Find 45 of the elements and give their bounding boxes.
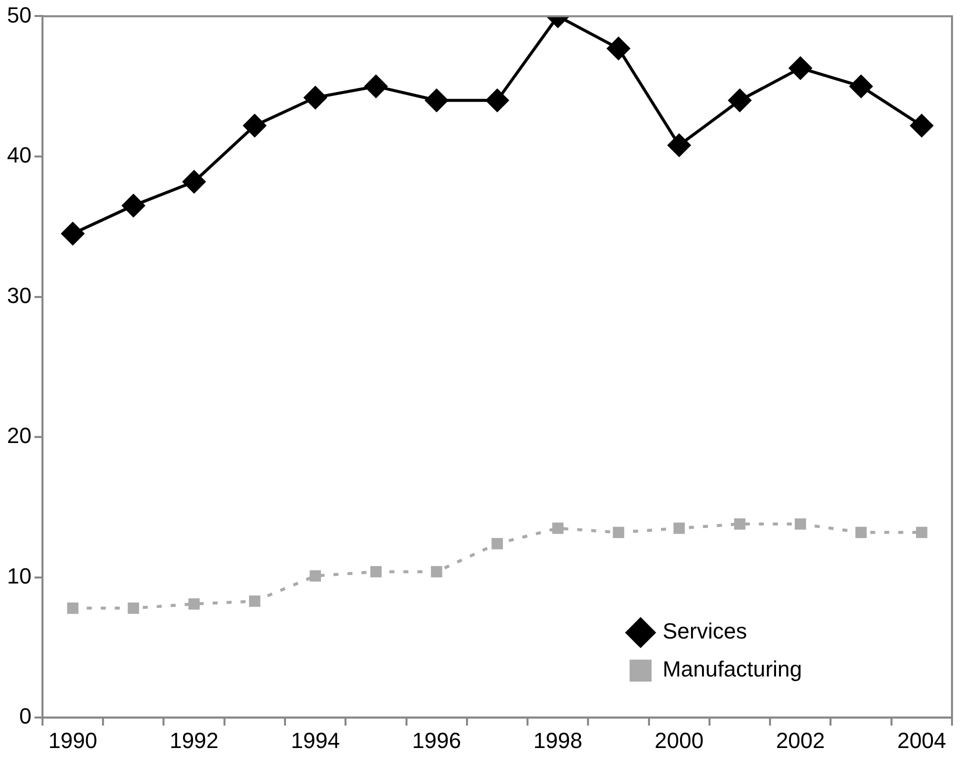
point (188, 598, 200, 610)
point (128, 602, 140, 614)
point (788, 56, 812, 80)
point (424, 88, 449, 112)
point (606, 36, 631, 60)
point (910, 114, 934, 138)
point (249, 596, 260, 607)
point (667, 133, 692, 158)
y-tick-label: 20 (6, 423, 32, 448)
point (60, 222, 85, 246)
x-tick-label: 1990 (48, 728, 98, 753)
x-tick-label: 1994 (290, 728, 340, 753)
point (855, 526, 867, 538)
x-tick-label: 2002 (776, 728, 825, 753)
point (849, 74, 874, 98)
point (310, 570, 321, 582)
x-tick-label: 1992 (170, 728, 219, 753)
point (182, 170, 206, 194)
point (485, 88, 510, 112)
legend-label: Manufacturing (662, 656, 802, 682)
x-tick-label: 2000 (654, 728, 704, 753)
point (492, 538, 503, 550)
point (734, 518, 746, 530)
point (121, 194, 146, 218)
point (370, 566, 382, 578)
y-tick-label: 50 (6, 2, 32, 28)
legend-label: Services (662, 618, 747, 644)
point (552, 522, 564, 534)
y-tick-label: 10 (6, 563, 32, 588)
x-tick-label: 1996 (412, 728, 462, 753)
x-tick-label: 1998 (533, 728, 582, 753)
point (430, 566, 442, 578)
point (612, 526, 624, 538)
point (794, 518, 806, 530)
point (364, 74, 388, 98)
y-tick-label: 40 (6, 142, 32, 168)
point (673, 522, 685, 534)
point (728, 88, 752, 112)
point (916, 526, 928, 538)
point (303, 86, 328, 110)
x-tick-label: 2004 (897, 728, 946, 753)
y-tick-label: 30 (6, 282, 32, 308)
point (67, 602, 78, 614)
point (242, 114, 267, 138)
y-tick-label: 0 (19, 704, 32, 729)
